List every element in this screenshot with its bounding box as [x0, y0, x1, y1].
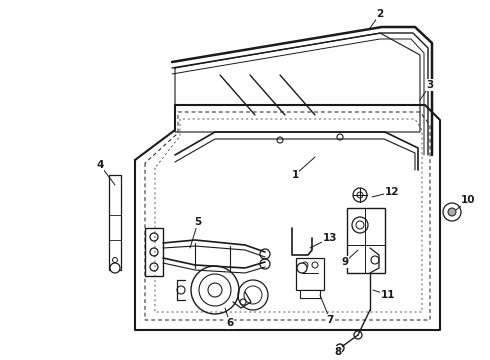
Bar: [296, 258, 324, 290]
Circle shape: [354, 331, 362, 339]
Circle shape: [297, 263, 307, 273]
Bar: [300, 290, 320, 298]
Text: 5: 5: [195, 217, 201, 227]
Text: 10: 10: [461, 195, 475, 205]
Circle shape: [336, 344, 344, 352]
Circle shape: [150, 263, 158, 271]
Text: 1: 1: [292, 170, 298, 180]
Text: 4: 4: [97, 160, 104, 170]
Text: 3: 3: [426, 80, 434, 90]
Circle shape: [277, 137, 283, 143]
Circle shape: [110, 263, 120, 273]
Text: 9: 9: [342, 257, 348, 267]
Text: 2: 2: [376, 9, 384, 19]
Bar: [347, 208, 385, 273]
Text: 12: 12: [385, 187, 399, 197]
Text: 6: 6: [226, 318, 234, 328]
Text: 11: 11: [381, 290, 395, 300]
Circle shape: [150, 233, 158, 241]
Circle shape: [448, 208, 456, 216]
Bar: [145, 228, 163, 276]
Circle shape: [337, 134, 343, 140]
Circle shape: [150, 248, 158, 256]
Text: 13: 13: [323, 233, 337, 243]
Text: 7: 7: [326, 315, 334, 325]
Text: 8: 8: [334, 347, 342, 357]
Bar: [109, 175, 121, 270]
